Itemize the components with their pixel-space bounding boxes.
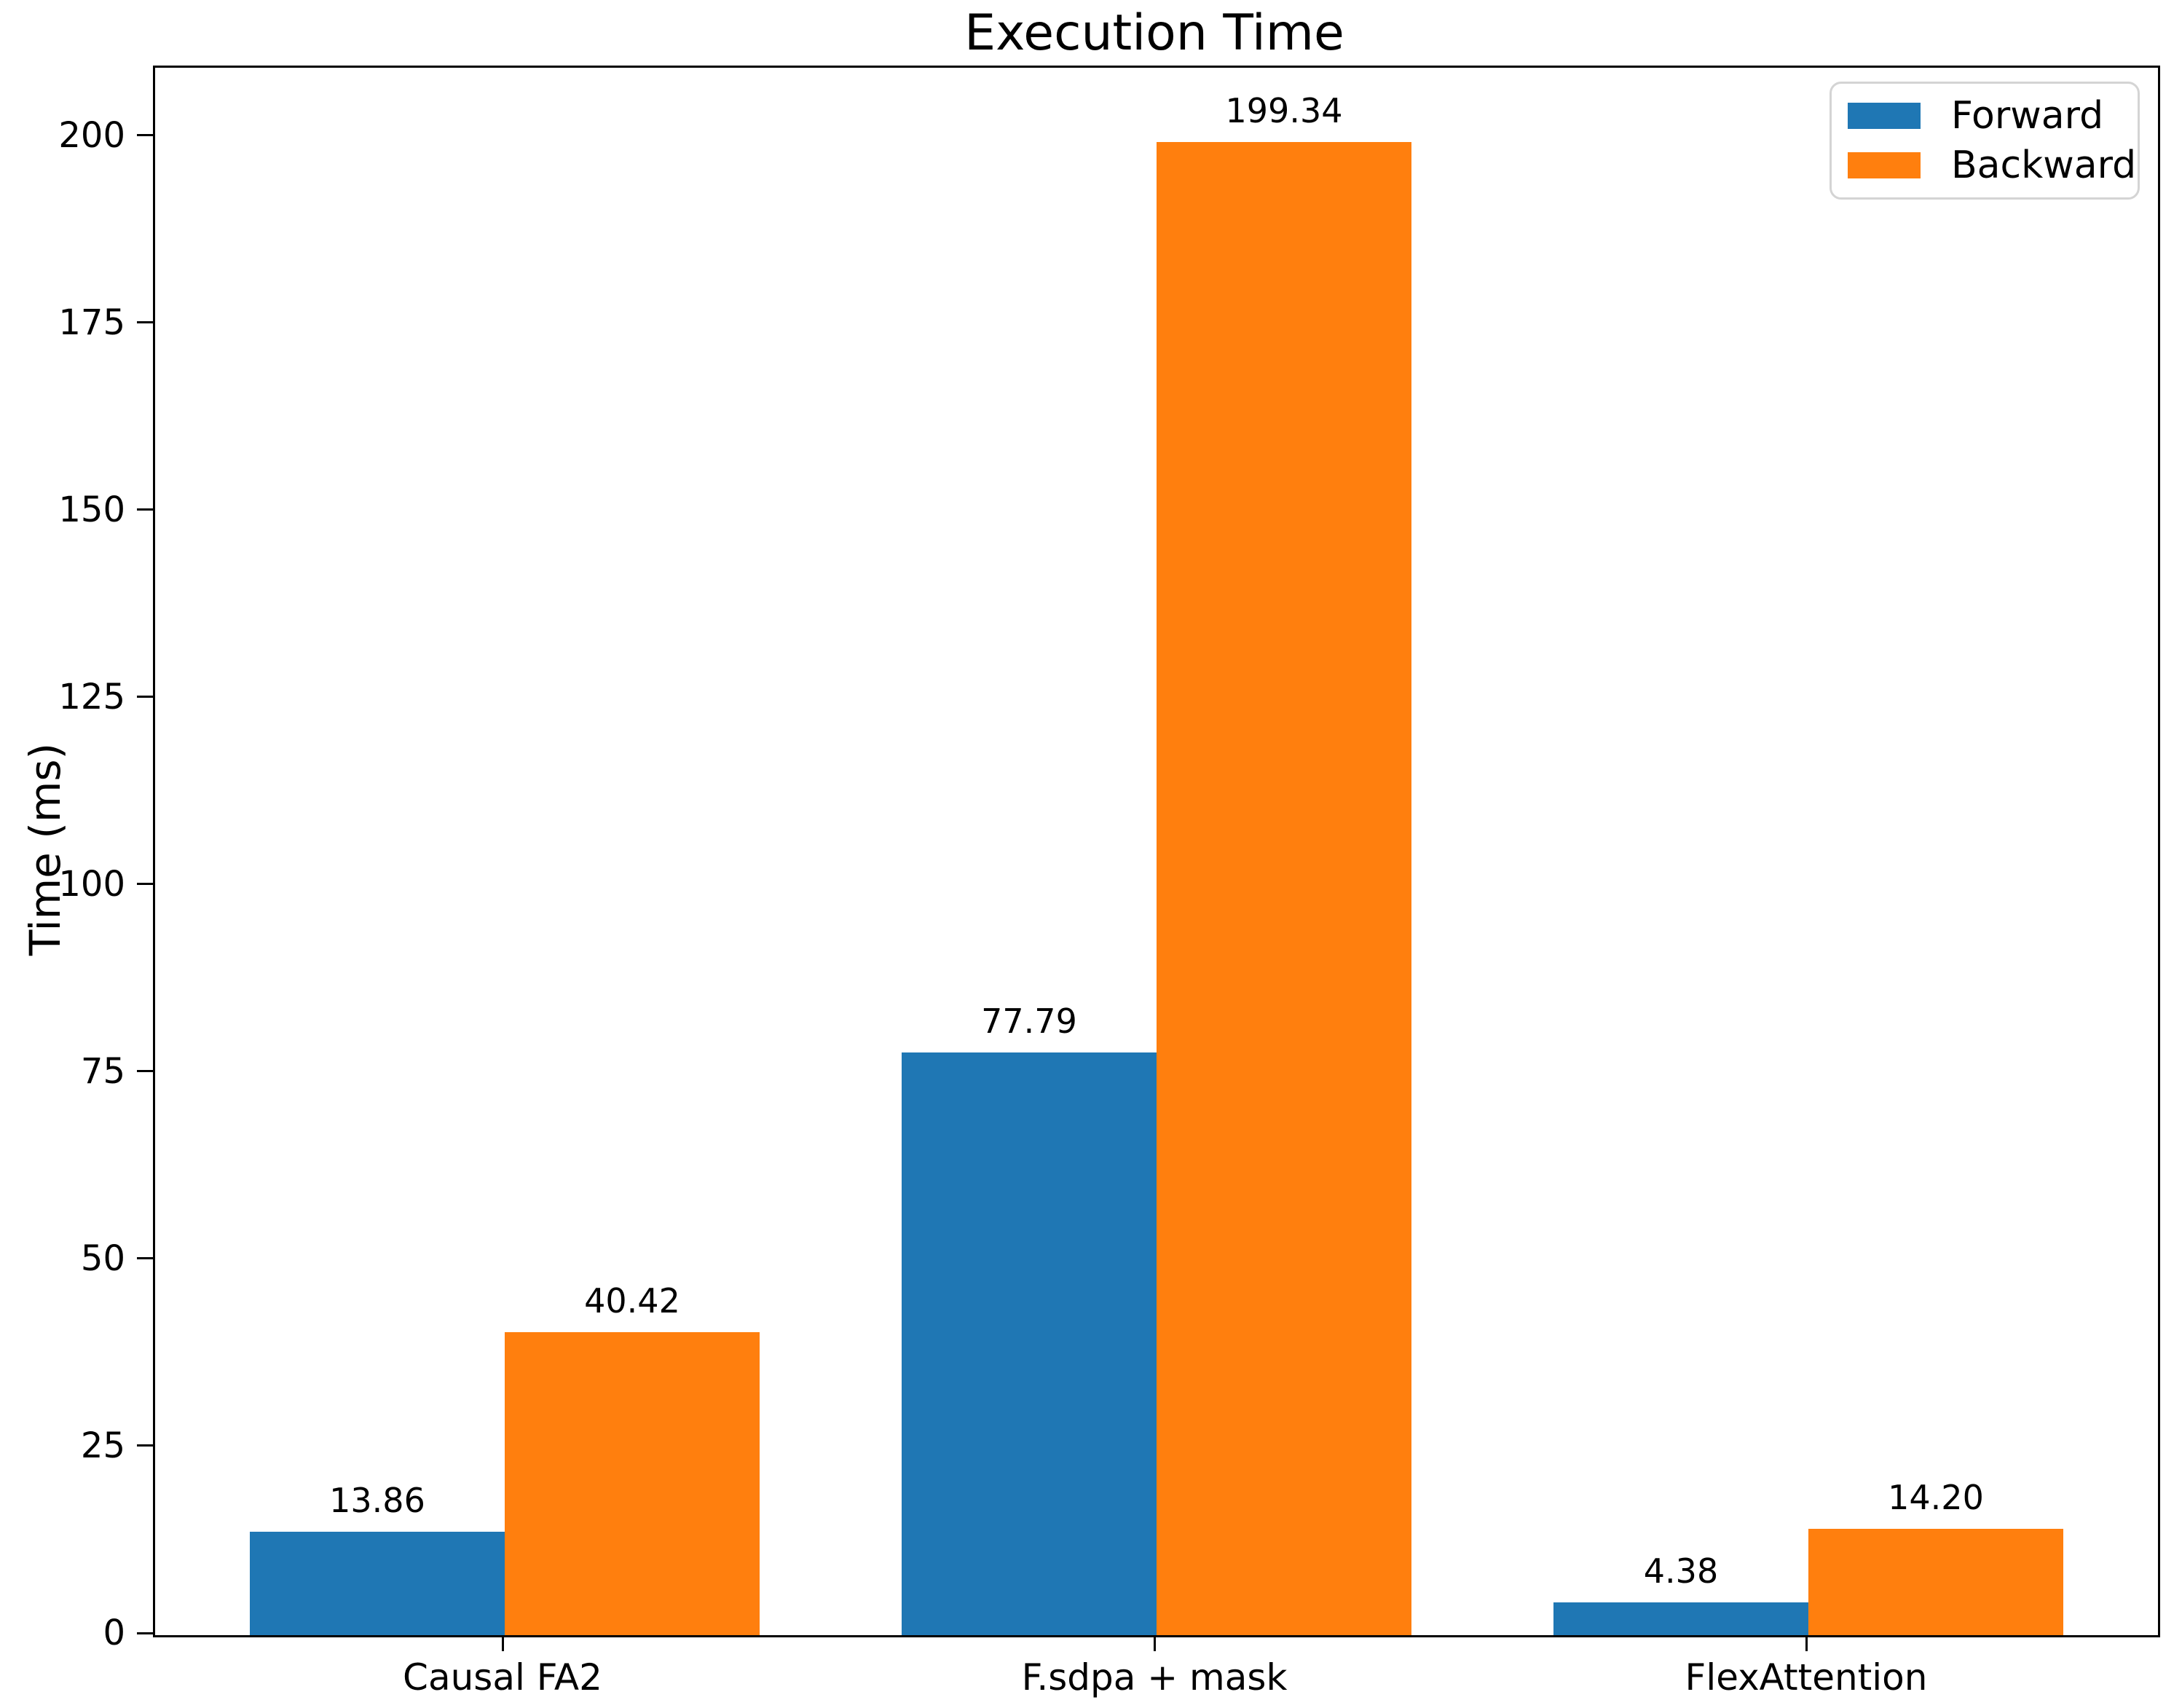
- y-axis-label: Time (ms): [20, 742, 70, 956]
- bar-forward-f-sdpa-mask: [902, 1052, 1157, 1635]
- x-tick-label-causal-fa2: Causal FA2: [403, 1656, 602, 1699]
- y-tick-label-100: 100: [58, 863, 125, 905]
- bar-value-backward-flexattention: 14.20: [1888, 1478, 1984, 1517]
- plot-area: 13.86 40.42 77.79 199.34 4.38 14.20: [153, 66, 2160, 1637]
- legend-label-backward: Backward: [1951, 143, 2137, 187]
- x-tick-mark-causal-fa2: [501, 1635, 504, 1651]
- bar-value-backward-f-sdpa-mask: 199.34: [1225, 91, 1343, 131]
- x-tick-mark-f-sdpa-mask: [1153, 1635, 1156, 1651]
- legend-swatch-backward-icon: [1848, 152, 1921, 178]
- bar-forward-causal-fa2: [250, 1531, 505, 1635]
- x-tick-mark-flexattention: [1805, 1635, 1808, 1651]
- bar-forward-flexattention: [1553, 1602, 1808, 1635]
- bar-backward-f-sdpa-mask: [1157, 142, 1411, 1635]
- y-tick-label-0: 0: [103, 1613, 125, 1653]
- y-tick-mark-100: [137, 883, 153, 886]
- y-tick-mark-25: [137, 1444, 153, 1447]
- y-tick-label-75: 75: [80, 1050, 125, 1092]
- legend-swatch-forward-icon: [1848, 103, 1921, 129]
- x-tick-label-flexattention: FlexAttention: [1685, 1656, 1928, 1699]
- y-tick-label-25: 25: [80, 1425, 125, 1466]
- y-tick-label-150: 150: [58, 489, 125, 530]
- legend-entry-backward: Backward: [1832, 143, 2138, 187]
- y-tick-mark-50: [137, 1257, 153, 1260]
- x-tick-label-f-sdpa-mask: F.sdpa + mask: [1021, 1656, 1288, 1699]
- legend: Forward Backward: [1830, 82, 2140, 200]
- bar-backward-causal-fa2: [505, 1332, 760, 1635]
- y-tick-mark-200: [137, 134, 153, 137]
- y-tick-label-175: 175: [58, 302, 125, 343]
- legend-entry-forward: Forward: [1832, 94, 2138, 138]
- y-tick-mark-75: [137, 1070, 153, 1073]
- y-tick-label-50: 50: [80, 1237, 125, 1279]
- bar-value-forward-causal-fa2: 13.86: [329, 1480, 425, 1520]
- y-tick-mark-150: [137, 508, 153, 511]
- bar-value-forward-flexattention: 4.38: [1643, 1551, 1719, 1591]
- y-tick-label-200: 200: [58, 114, 125, 156]
- y-tick-mark-0: [137, 1632, 153, 1634]
- bar-value-backward-causal-fa2: 40.42: [584, 1281, 680, 1321]
- y-tick-mark-125: [137, 696, 153, 698]
- bar-value-forward-f-sdpa-mask: 77.79: [981, 1001, 1077, 1042]
- legend-label-forward: Forward: [1951, 94, 2104, 138]
- y-tick-mark-175: [137, 321, 153, 324]
- y-tick-label-125: 125: [58, 676, 125, 717]
- chart-title: Execution Time: [964, 4, 1344, 62]
- bar-backward-flexattention: [1808, 1529, 2063, 1635]
